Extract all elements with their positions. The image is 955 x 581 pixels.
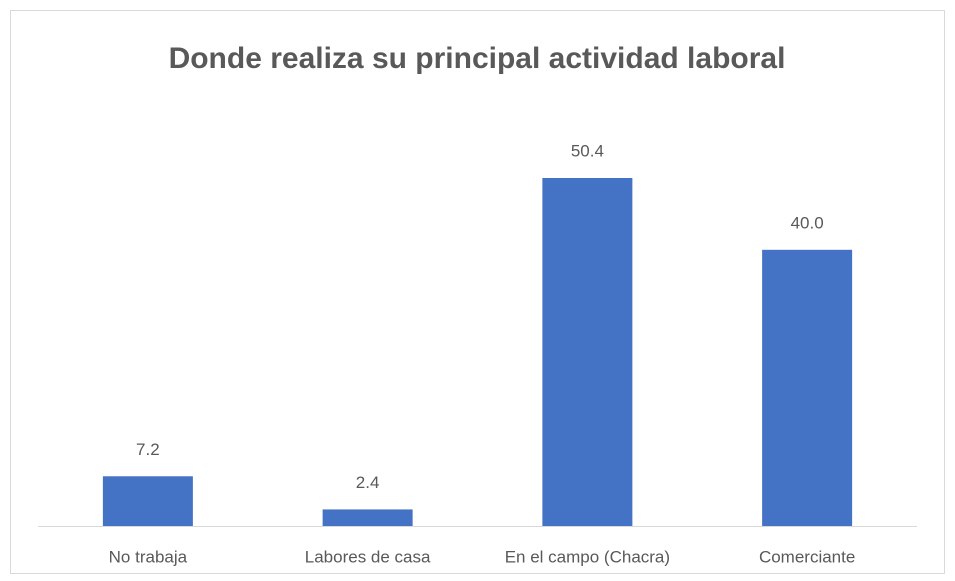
data-label: 2.4: [356, 473, 380, 492]
x-tick-label: En el campo (Chacra): [505, 547, 670, 566]
data-label: 40.0: [791, 213, 824, 232]
data-label: 7.2: [136, 440, 160, 459]
bar: [322, 509, 413, 526]
x-tick-label: No trabaja: [109, 547, 188, 566]
data-label: 50.4: [571, 141, 604, 160]
x-tick-label: Labores de casa: [305, 547, 431, 566]
bar: [542, 178, 633, 526]
x-tick-label: Comerciante: [759, 547, 855, 566]
bar: [762, 249, 853, 527]
bar: [102, 476, 193, 526]
chart-title: Donde realiza su principal actividad lab…: [169, 42, 786, 75]
